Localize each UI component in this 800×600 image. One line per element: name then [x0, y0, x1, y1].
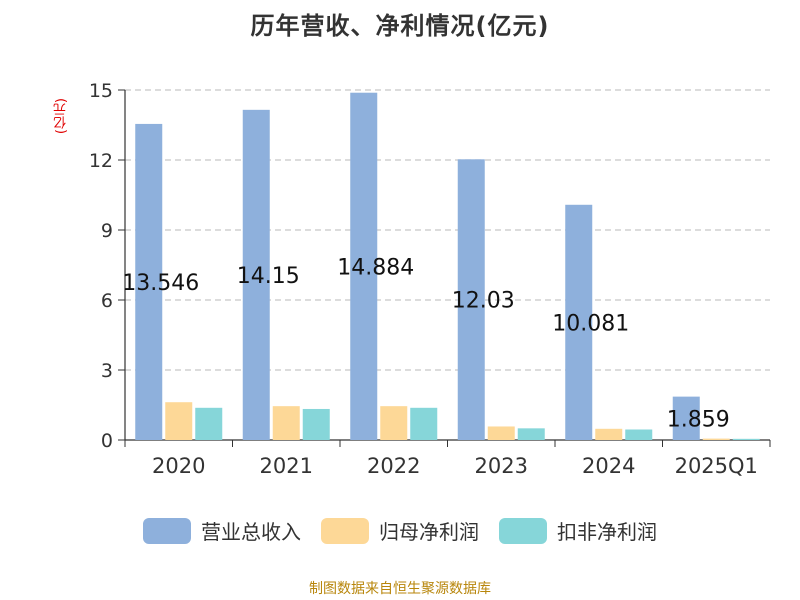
- legend-swatch-net-profit: [321, 517, 369, 544]
- bar-net-profit: [595, 428, 623, 440]
- bar-deducted-profit: [517, 428, 545, 440]
- data-label-revenue: 14.884: [337, 255, 414, 280]
- bar-deducted-profit: [302, 408, 330, 440]
- bar-deducted-profit: [625, 429, 653, 440]
- x-tick-label: 2023: [475, 454, 528, 478]
- bar-revenue: [135, 123, 163, 440]
- bar-net-profit: [702, 438, 730, 440]
- y-tick-label: 15: [89, 80, 113, 102]
- y-tick-label: 6: [101, 290, 113, 312]
- legend-item-deducted-profit[interactable]: 扣非净利润: [499, 516, 657, 545]
- data-source-note: 制图数据来自恒生聚源数据库: [309, 581, 491, 597]
- y-tick-label: 3: [101, 360, 113, 382]
- y-tick-label: 12: [89, 150, 113, 172]
- legend-item-revenue[interactable]: 营业总收入: [143, 516, 301, 545]
- bar-deducted-profit: [732, 438, 760, 440]
- x-tick-label: 2025Q1: [675, 454, 758, 478]
- x-tick-label: 2022: [367, 454, 420, 478]
- legend-swatch-deducted-profit: [499, 517, 547, 544]
- x-tick-label: 2020: [152, 454, 205, 478]
- bar-deducted-profit: [410, 407, 438, 440]
- bar-net-profit: [380, 406, 408, 440]
- y-tick-label: 0: [101, 430, 113, 452]
- legend-item-net-profit[interactable]: 归母净利润: [321, 516, 479, 545]
- data-label-revenue: 12.03: [452, 289, 515, 314]
- data-label-revenue: 10.081: [552, 311, 629, 336]
- bar-revenue: [672, 396, 700, 440]
- y-tick-label: 9: [101, 220, 113, 242]
- bar-revenue: [457, 159, 485, 441]
- legend-swatch-revenue: [143, 517, 191, 544]
- chart-title: 历年营收、净利情况(亿元): [250, 12, 550, 40]
- bar-net-profit: [487, 426, 515, 440]
- legend-label-deducted-profit: 扣非净利润: [557, 520, 657, 544]
- legend-label-net-profit: 归母净利润: [379, 520, 479, 544]
- bar-deducted-profit: [195, 407, 223, 440]
- data-label-revenue: 13.546: [122, 271, 199, 296]
- data-label-revenue: 14.15: [237, 264, 300, 289]
- legend: 营业总收入 归母净利润 扣非净利润: [0, 516, 800, 545]
- bar-net-profit: [272, 406, 300, 440]
- bar-revenue: [242, 109, 270, 440]
- legend-label-revenue: 营业总收入: [201, 520, 301, 544]
- x-tick-label: 2024: [582, 454, 635, 478]
- data-label-revenue: 1.859: [667, 407, 730, 432]
- bar-net-profit: [165, 402, 193, 440]
- bar-revenue: [350, 92, 378, 440]
- x-tick-label: 2021: [260, 454, 313, 478]
- bar-revenue: [565, 204, 593, 440]
